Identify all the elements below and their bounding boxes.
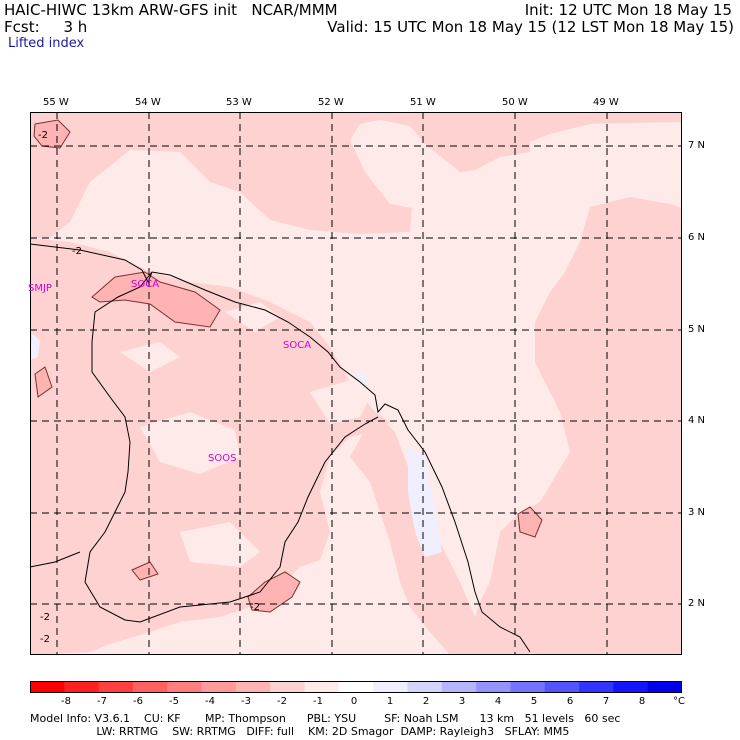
- colorbar: [30, 681, 682, 693]
- colorbar-swatch: [510, 681, 546, 693]
- station-label: SMJP: [28, 283, 52, 294]
- lon-label: 53 W: [226, 97, 252, 108]
- colorbar-swatch: [270, 681, 306, 693]
- colorbar-swatch: [30, 681, 65, 693]
- dark-core-sw: [131, 561, 159, 581]
- lon-label: 55 W: [43, 97, 69, 108]
- colorbar-label: 4: [494, 696, 502, 707]
- lat-label: 6 N: [688, 232, 706, 243]
- border-far-west: [30, 551, 81, 568]
- map-frame: [30, 112, 682, 655]
- colorbar-swatch: [338, 681, 374, 693]
- pale-patch-2: [310, 380, 370, 424]
- lat-label: 2 N: [688, 598, 706, 609]
- colorbar-label: -5: [169, 696, 179, 707]
- lat-label: 7 N: [688, 140, 706, 151]
- colorbar-label: 6: [566, 696, 574, 707]
- forecast-hour: Fcst: 3 h: [4, 18, 88, 36]
- blue-patch-1: [408, 447, 442, 557]
- model-info-line2: LW: RRTMG SW: RRTMG DIFF: full KM: 2D Sm…: [30, 725, 570, 738]
- colorbar-swatch: [132, 681, 168, 693]
- blue-patch-2: [30, 334, 40, 360]
- coastline: [30, 243, 531, 653]
- lon-label: 50 W: [502, 97, 528, 108]
- north-band: [30, 112, 682, 238]
- colorbar-swatch: [98, 681, 134, 693]
- colorbar-swatch: [201, 681, 237, 693]
- model-info-line1: Model Info: V3.6.1 CU: KF MP: Thompson P…: [30, 712, 621, 725]
- init-time: Init: 12 UTC Mon 18 May 15: [524, 1, 732, 19]
- pale-patch-1: [140, 412, 240, 474]
- colorbar-swatch: [167, 681, 203, 693]
- colorbar-swatch: [441, 681, 477, 693]
- colorbar-swatch: [373, 681, 408, 693]
- lifted-index-map: -2 -2 -2 -2 -2: [30, 112, 682, 655]
- shaded-areas-dark: [33, 119, 543, 613]
- colorbar-frame: [30, 681, 682, 693]
- colorbar-label: -1: [313, 696, 323, 707]
- colorbar-swatch: [647, 681, 682, 693]
- colorbar-label: 1: [386, 696, 394, 707]
- lat-label: 4 N: [688, 415, 706, 426]
- colorbar-label: 7: [602, 696, 610, 707]
- colorbar-label: -7: [97, 696, 107, 707]
- dark-core-east: [517, 506, 543, 538]
- colorbar-swatch: [579, 681, 614, 693]
- model-title: HAIC-HIWC 13km ARW-GFS init NCAR/MMM: [4, 1, 338, 19]
- colorbar-swatch: [613, 681, 649, 693]
- east-blob: [470, 197, 682, 655]
- contour-label: -2: [38, 130, 48, 141]
- colorbar-swatch: [476, 681, 511, 693]
- lon-label: 51 W: [410, 97, 436, 108]
- colorbar-unit: °C: [673, 696, 685, 707]
- dark-core-south: [247, 571, 301, 613]
- boundaries: [30, 243, 531, 653]
- colorbar-swatch: [235, 681, 271, 693]
- contour-labels: -2 -2 -2 -2 -2: [38, 130, 260, 645]
- lat-label: 5 N: [688, 324, 706, 335]
- colorbar-swatch: [304, 681, 340, 693]
- colorbar-label: 5: [530, 696, 538, 707]
- colorbar-swatch: [407, 681, 443, 693]
- valid-time: Valid: 15 UTC Mon 18 May 15 (12 LST Mon …: [327, 18, 734, 36]
- colorbar-swatch: [544, 681, 580, 693]
- station-label: SOOS: [208, 453, 237, 464]
- shaded-areas-pale: [120, 302, 370, 567]
- lon-label: 52 W: [318, 97, 344, 108]
- lon-label: 49 W: [593, 97, 619, 108]
- contour-label: -2: [250, 602, 260, 613]
- dark-core-coast: [91, 271, 221, 328]
- station-label: SOCA: [131, 279, 160, 290]
- contour-label: -2: [40, 634, 50, 645]
- dark-core-w: [34, 366, 53, 398]
- colorbar-label: -8: [61, 696, 71, 707]
- blue-patch-3: [355, 370, 370, 387]
- grid-lines: [30, 112, 682, 655]
- pale-patch-5: [225, 302, 280, 332]
- colorbar-label: -4: [205, 696, 215, 707]
- colorbar-label: 0: [350, 696, 358, 707]
- dark-core-nw: [33, 119, 71, 149]
- colorbar-swatches: [30, 681, 682, 693]
- colorbar-label: -6: [133, 696, 143, 707]
- colorbar-label: 2: [422, 696, 430, 707]
- colorbar-label: 8: [638, 696, 646, 707]
- field-label: Lifted index: [8, 36, 85, 51]
- contour-label: -2: [72, 246, 82, 257]
- station-label: SOCA: [283, 340, 312, 351]
- colorbar-label: -3: [241, 696, 251, 707]
- lat-label: 3 N: [688, 507, 706, 518]
- border-south: [84, 416, 379, 623]
- colorbar-swatch: [64, 681, 100, 693]
- lon-label: 54 W: [135, 97, 161, 108]
- shaded-areas-positive: [30, 334, 442, 557]
- border-west: [84, 271, 153, 583]
- contour-label: -2: [40, 612, 50, 623]
- colorbar-label: -2: [277, 696, 287, 707]
- pale-patch-4: [120, 342, 180, 372]
- colorbar-label: 3: [458, 696, 466, 707]
